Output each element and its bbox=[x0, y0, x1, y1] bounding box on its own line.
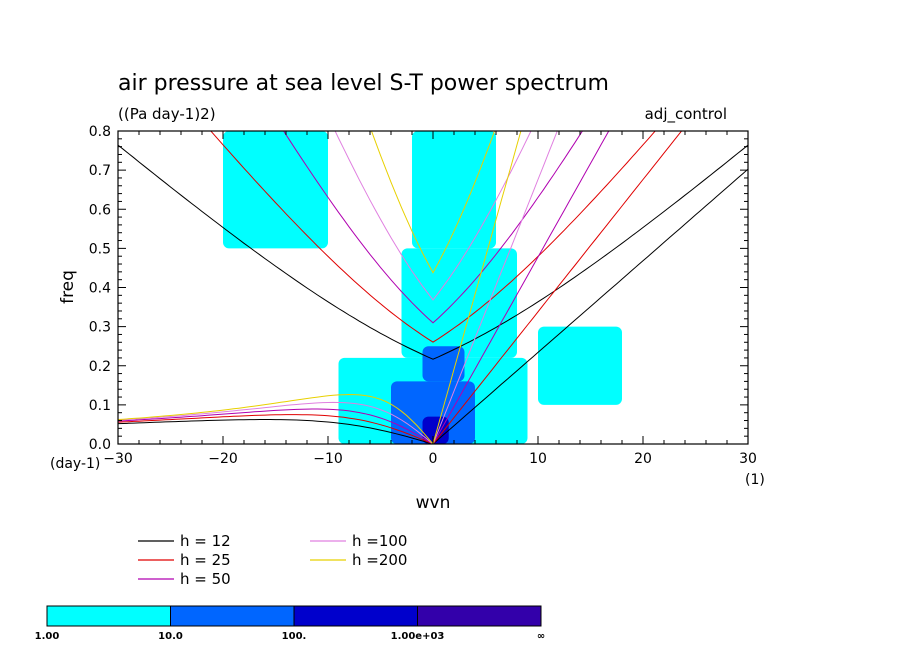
run-label: adj_control bbox=[645, 105, 727, 124]
power-region-4 bbox=[538, 326, 622, 405]
power-region-7 bbox=[422, 416, 449, 444]
curve-kelvin-h12 bbox=[432, 168, 748, 444]
x-tick-label: −20 bbox=[208, 451, 238, 467]
curve-rossby-h12 bbox=[118, 419, 434, 444]
curve-rossby-h25 bbox=[118, 414, 434, 444]
curve-ig-h25 bbox=[210, 131, 656, 343]
colorbar-label: ∞ bbox=[537, 631, 545, 642]
x-tick-label: 10 bbox=[529, 451, 547, 467]
curve-kelvin-h200 bbox=[432, 131, 522, 444]
colorbar-label: 1.00e+03 bbox=[391, 631, 445, 642]
power-region-6 bbox=[422, 346, 465, 382]
power-region-1 bbox=[401, 248, 517, 358]
x-unit-label: (1) bbox=[745, 472, 765, 488]
curve-rossby-h100 bbox=[118, 401, 434, 444]
colorbar-label: 10.0 bbox=[158, 631, 183, 642]
chart-title: air pressure at sea level S-T power spec… bbox=[118, 71, 609, 96]
power-heatmap bbox=[223, 131, 622, 444]
axis-ticks: −30 −20 −10 0 10 20 30 0.0 0.1 0.2 0.3 0.4 0.5 0.6 0.7… bbox=[89, 124, 757, 467]
curve-kelvin-h25 bbox=[432, 131, 683, 444]
y-tick-label: 0.2 bbox=[89, 359, 111, 375]
legend-label: h = 50 bbox=[180, 570, 231, 588]
curve-ig-h100 bbox=[334, 131, 532, 301]
x-tick-label: 20 bbox=[634, 451, 652, 467]
legend-label: h = 12 bbox=[180, 532, 231, 550]
chart-subtitle: ((Pa day-1)2) bbox=[118, 105, 216, 123]
y-tick-label: 0.3 bbox=[89, 320, 111, 336]
y-unit-label: (day-1) bbox=[50, 456, 100, 472]
y-tick-label: 0.5 bbox=[89, 241, 111, 257]
x-tick-label: 0 bbox=[429, 451, 438, 467]
legend-label: h =200 bbox=[352, 551, 407, 569]
curve-ig-h200 bbox=[370, 131, 496, 274]
x-tick-label: −30 bbox=[103, 451, 133, 467]
curve-ig-h12 bbox=[118, 144, 748, 360]
y-tick-label: 0.0 bbox=[89, 437, 111, 453]
colorbar: 1.00 10.0 100. 1.00e+03 ∞ bbox=[35, 605, 545, 642]
colorbar-label: 100. bbox=[282, 631, 307, 642]
power-region-3 bbox=[223, 131, 328, 249]
x-tick-label: −10 bbox=[313, 451, 343, 467]
colorbar-segment bbox=[293, 605, 418, 627]
curve-ig-h50 bbox=[283, 131, 584, 324]
y-tick-label: 0.4 bbox=[89, 281, 111, 297]
colorbar-label: 1.00 bbox=[35, 631, 60, 642]
y-tick-label: 0.1 bbox=[89, 398, 111, 414]
colorbar-segment bbox=[46, 605, 171, 627]
colorbar-segment bbox=[170, 605, 295, 627]
y-tick-label: 0.7 bbox=[89, 163, 111, 179]
curve-kelvin-h50 bbox=[432, 131, 610, 444]
power-region-5 bbox=[391, 381, 475, 444]
legend-label: h = 25 bbox=[180, 551, 231, 569]
y-tick-label: 0.6 bbox=[89, 202, 111, 218]
colorbar-segment bbox=[417, 605, 542, 627]
y-tick-label: 0.8 bbox=[89, 124, 111, 140]
dispersion-curves bbox=[118, 131, 748, 444]
curve-rossby-h200 bbox=[118, 393, 434, 444]
x-tick-label: 30 bbox=[739, 451, 757, 467]
legend-label: h =100 bbox=[352, 532, 407, 550]
curve-rossby-h50 bbox=[118, 408, 434, 444]
y-axis-label: freq bbox=[58, 270, 78, 304]
power-region-2 bbox=[412, 131, 496, 249]
curve-kelvin-h100 bbox=[432, 131, 558, 444]
x-axis-label: wvn bbox=[416, 493, 451, 513]
